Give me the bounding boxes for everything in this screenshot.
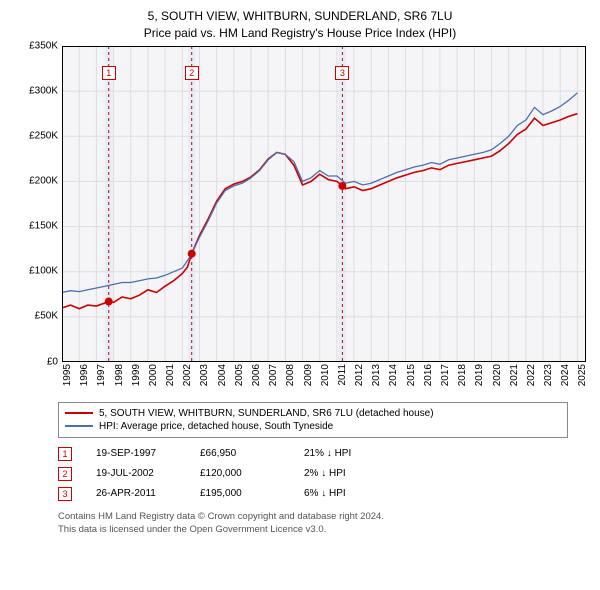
event-price: £120,000 <box>200 468 280 479</box>
xtick-label: 2022 <box>526 364 537 386</box>
sale-marker-1: 1 <box>102 66 116 80</box>
events-table: 1 19-SEP-1997 £66,950 21% ↓ HPI 2 19-JUL-2002… <box>58 444 586 504</box>
xtick-label: 2016 <box>423 364 434 386</box>
event-price: £195,000 <box>200 488 280 499</box>
xtick-label: 2012 <box>354 364 365 386</box>
chart-svg <box>62 46 586 362</box>
event-price: £66,950 <box>200 448 280 459</box>
event-date: 26-APR-2011 <box>96 488 176 499</box>
ytick-label: £350K <box>29 40 58 51</box>
xtick-label: 2004 <box>217 364 228 386</box>
xtick-label: 2008 <box>285 364 296 386</box>
footer-attribution: Contains HM Land Registry data © Crown c… <box>58 510 586 537</box>
xtick-label: 2018 <box>457 364 468 386</box>
title-line2: Price paid vs. HM Land Registry's House … <box>14 25 586 42</box>
xtick-label: 1999 <box>131 364 142 386</box>
xtick-label: 2009 <box>303 364 314 386</box>
xtick-label: 2014 <box>388 364 399 386</box>
x-axis: 1995 1996 1997 1998 1999 2000 2001 2002 2003 2004… <box>62 362 586 396</box>
chart-title: 5, SOUTH VIEW, WHITBURN, SUNDERLAND, SR6… <box>14 8 586 42</box>
xtick-label: 1995 <box>62 364 73 386</box>
event-date: 19-SEP-1997 <box>96 448 176 459</box>
xtick-label: 2011 <box>337 364 348 386</box>
event-date: 19-JUL-2002 <box>96 468 176 479</box>
chart-area: £0£50K£100K£150K£200K£250K£300K£350K 123… <box>24 46 586 396</box>
ytick-label: £100K <box>29 266 58 277</box>
legend-label: HPI: Average price, detached house, Sout… <box>99 421 333 432</box>
xtick-label: 2015 <box>406 364 417 386</box>
xtick-label: 2005 <box>234 364 245 386</box>
ytick-label: £0 <box>47 356 58 367</box>
plot-region: 1 2 3 <box>62 46 586 362</box>
xtick-label: 2003 <box>199 364 210 386</box>
xtick-label: 2013 <box>371 364 382 386</box>
xtick-label: 2025 <box>577 364 588 386</box>
xtick-label: 2023 <box>543 364 554 386</box>
xtick-label: 2007 <box>268 364 279 386</box>
xtick-label: 1998 <box>114 364 125 386</box>
xtick-label: 2021 <box>509 364 520 386</box>
footer-line1: Contains HM Land Registry data © Crown c… <box>58 510 586 523</box>
legend-swatch <box>65 425 93 427</box>
sale-marker-3: 3 <box>335 66 349 80</box>
ytick-label: £250K <box>29 130 58 141</box>
legend-label: 5, SOUTH VIEW, WHITBURN, SUNDERLAND, SR6… <box>99 408 434 419</box>
event-badge: 3 <box>58 487 72 501</box>
event-row: 3 26-APR-2011 £195,000 6% ↓ HPI <box>58 484 586 504</box>
event-diff: 6% ↓ HPI <box>304 488 384 499</box>
event-badge: 1 <box>58 447 72 461</box>
event-row: 2 19-JUL-2002 £120,000 2% ↓ HPI <box>58 464 586 484</box>
legend-box: 5, SOUTH VIEW, WHITBURN, SUNDERLAND, SR6… <box>58 402 568 438</box>
ytick-label: £150K <box>29 221 58 232</box>
sale-marker-2: 2 <box>185 66 199 80</box>
y-axis: £0£50K£100K£150K£200K£250K£300K£350K <box>24 46 62 362</box>
xtick-label: 1997 <box>96 364 107 386</box>
xtick-label: 2001 <box>165 364 176 386</box>
event-diff: 21% ↓ HPI <box>304 448 384 459</box>
page-container: 5, SOUTH VIEW, WHITBURN, SUNDERLAND, SR6… <box>0 0 600 590</box>
xtick-label: 2006 <box>251 364 262 386</box>
xtick-label: 2019 <box>474 364 485 386</box>
footer-line2: This data is licensed under the Open Gov… <box>58 523 586 536</box>
event-row: 1 19-SEP-1997 £66,950 21% ↓ HPI <box>58 444 586 464</box>
event-badge: 2 <box>58 467 72 481</box>
legend-item: 5, SOUTH VIEW, WHITBURN, SUNDERLAND, SR6… <box>65 407 561 420</box>
xtick-label: 1996 <box>79 364 90 386</box>
ytick-label: £200K <box>29 176 58 187</box>
xtick-label: 2010 <box>320 364 331 386</box>
legend-swatch <box>65 412 93 414</box>
ytick-label: £50K <box>35 311 58 322</box>
xtick-label: 2002 <box>182 364 193 386</box>
legend-item: HPI: Average price, detached house, Sout… <box>65 420 561 433</box>
xtick-label: 2024 <box>560 364 571 386</box>
xtick-label: 2000 <box>148 364 159 386</box>
xtick-label: 2020 <box>492 364 503 386</box>
xtick-label: 2017 <box>440 364 451 386</box>
title-line1: 5, SOUTH VIEW, WHITBURN, SUNDERLAND, SR6… <box>14 8 586 25</box>
event-diff: 2% ↓ HPI <box>304 468 384 479</box>
ytick-label: £300K <box>29 85 58 96</box>
